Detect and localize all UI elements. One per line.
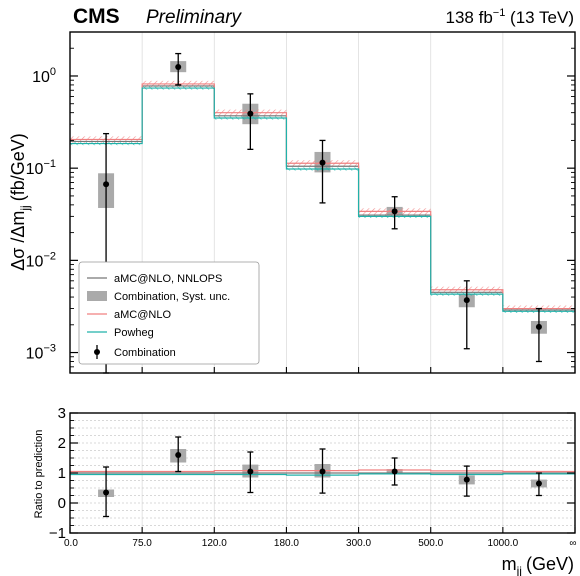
x-tick-label: ∞ [569,538,576,549]
legend-label-nnlops: aMC@NLO, NNLOPS [114,273,222,285]
status-label: Preliminary [146,7,243,28]
luminosity-value: 138 fb [446,8,493,27]
ratio-point [319,468,326,475]
ratio-y-tick-label: 3 [58,405,66,422]
legend-swatch-combination-dot [94,349,100,355]
main-y-tick-exponent: −1 [43,158,56,170]
legend: aMC@NLO, NNLOPS Combination, Syst. unc. … [78,261,260,365]
x-axis-label-sub: jj [516,564,522,576]
ratio-y-tick-label: 1 [58,465,66,482]
x-tick-label: 0.0 [64,538,78,549]
ratio-y-ticks: 3 2 1 0 −1 [49,405,575,542]
main-y-tick-exponent: −3 [43,343,56,355]
main-y-tick-label: 10−1 [26,158,56,178]
ratio-point [535,480,542,487]
x-tick-label: 180.0 [274,538,299,549]
ratio-point [247,468,254,475]
ratio-grid [70,413,575,533]
legend-label-powheg: Powheg [114,327,154,339]
ratio-point [175,452,182,458]
x-tick-label: 120.0 [202,538,227,549]
data-point [391,208,398,215]
legend-swatch-syst [87,291,107,301]
x-axis-label-unit: (GeV) [526,554,574,574]
main-y-tick-base: 10 [26,161,44,178]
ratio-y-axis-label: Ratio to prediction [33,430,45,519]
data-point [175,64,182,71]
main-frame [69,31,576,374]
data-point [319,159,326,166]
x-tick-label: 300.0 [346,538,371,549]
x-tick-labels: 0.0 75.0 120.0 180.0 300.0 500.0 1000.0 ∞ [64,367,577,549]
main-y-tick-base: 10 [32,69,50,86]
legend-label-combination: Combination [114,347,176,359]
ratio-point [463,476,470,483]
data-point [247,110,254,117]
main-y-axis-label-unit: (fb/GeV) [8,133,28,201]
main-y-tick-base: 10 [26,253,44,270]
main-y-tick-label: 100 [32,66,56,86]
ratio-panel: 3 2 1 0 −1 [49,405,576,542]
ratio-y-tick-label: 2 [58,435,66,452]
legend-frame [78,261,260,365]
luminosity-exponent: −1 [493,7,506,19]
data-point [535,323,542,330]
x-tick-label: 75.0 [132,538,152,549]
main-y-tick-label: 10−3 [26,343,56,363]
luminosity-energy: (13 TeV) [505,8,574,27]
main-y-tick-exponent: −2 [43,250,56,262]
legend-label-syst: Combination, Syst. unc. [114,291,230,303]
data-point [463,297,470,304]
ratio-line-powheg [70,473,575,476]
main-y-tick-label: 10−2 [26,250,56,270]
main-y-tick-base: 10 [26,346,44,363]
ratio-y-tick-label: 0 [58,495,66,512]
experiment-label: CMS [73,5,120,28]
data-point [103,181,110,188]
main-y-axis-label-sub: jj [18,205,32,211]
ratio-data-points [103,436,542,518]
main-y-axis-label: Δσ /Δmjj (fb/GeV) [8,133,32,271]
ratio-point [391,468,398,475]
x-tick-label: 1000.0 [488,538,519,549]
x-axis-label-main: m [502,554,517,574]
luminosity-label: 138 fb−1 (13 TeV) [446,7,574,27]
x-axis-label: mjj (GeV) [502,554,574,576]
ratio-line-amcnlo [70,469,575,473]
ratio-y-tick-label: −1 [49,525,66,542]
legend-label-amcnlo: aMC@NLO [114,309,171,321]
ratio-point [103,489,110,496]
main-y-axis-label-main: Δσ /Δm [8,211,28,271]
x-tick-label: 500.0 [418,538,443,549]
main-y-tick-exponent: 0 [50,66,56,78]
